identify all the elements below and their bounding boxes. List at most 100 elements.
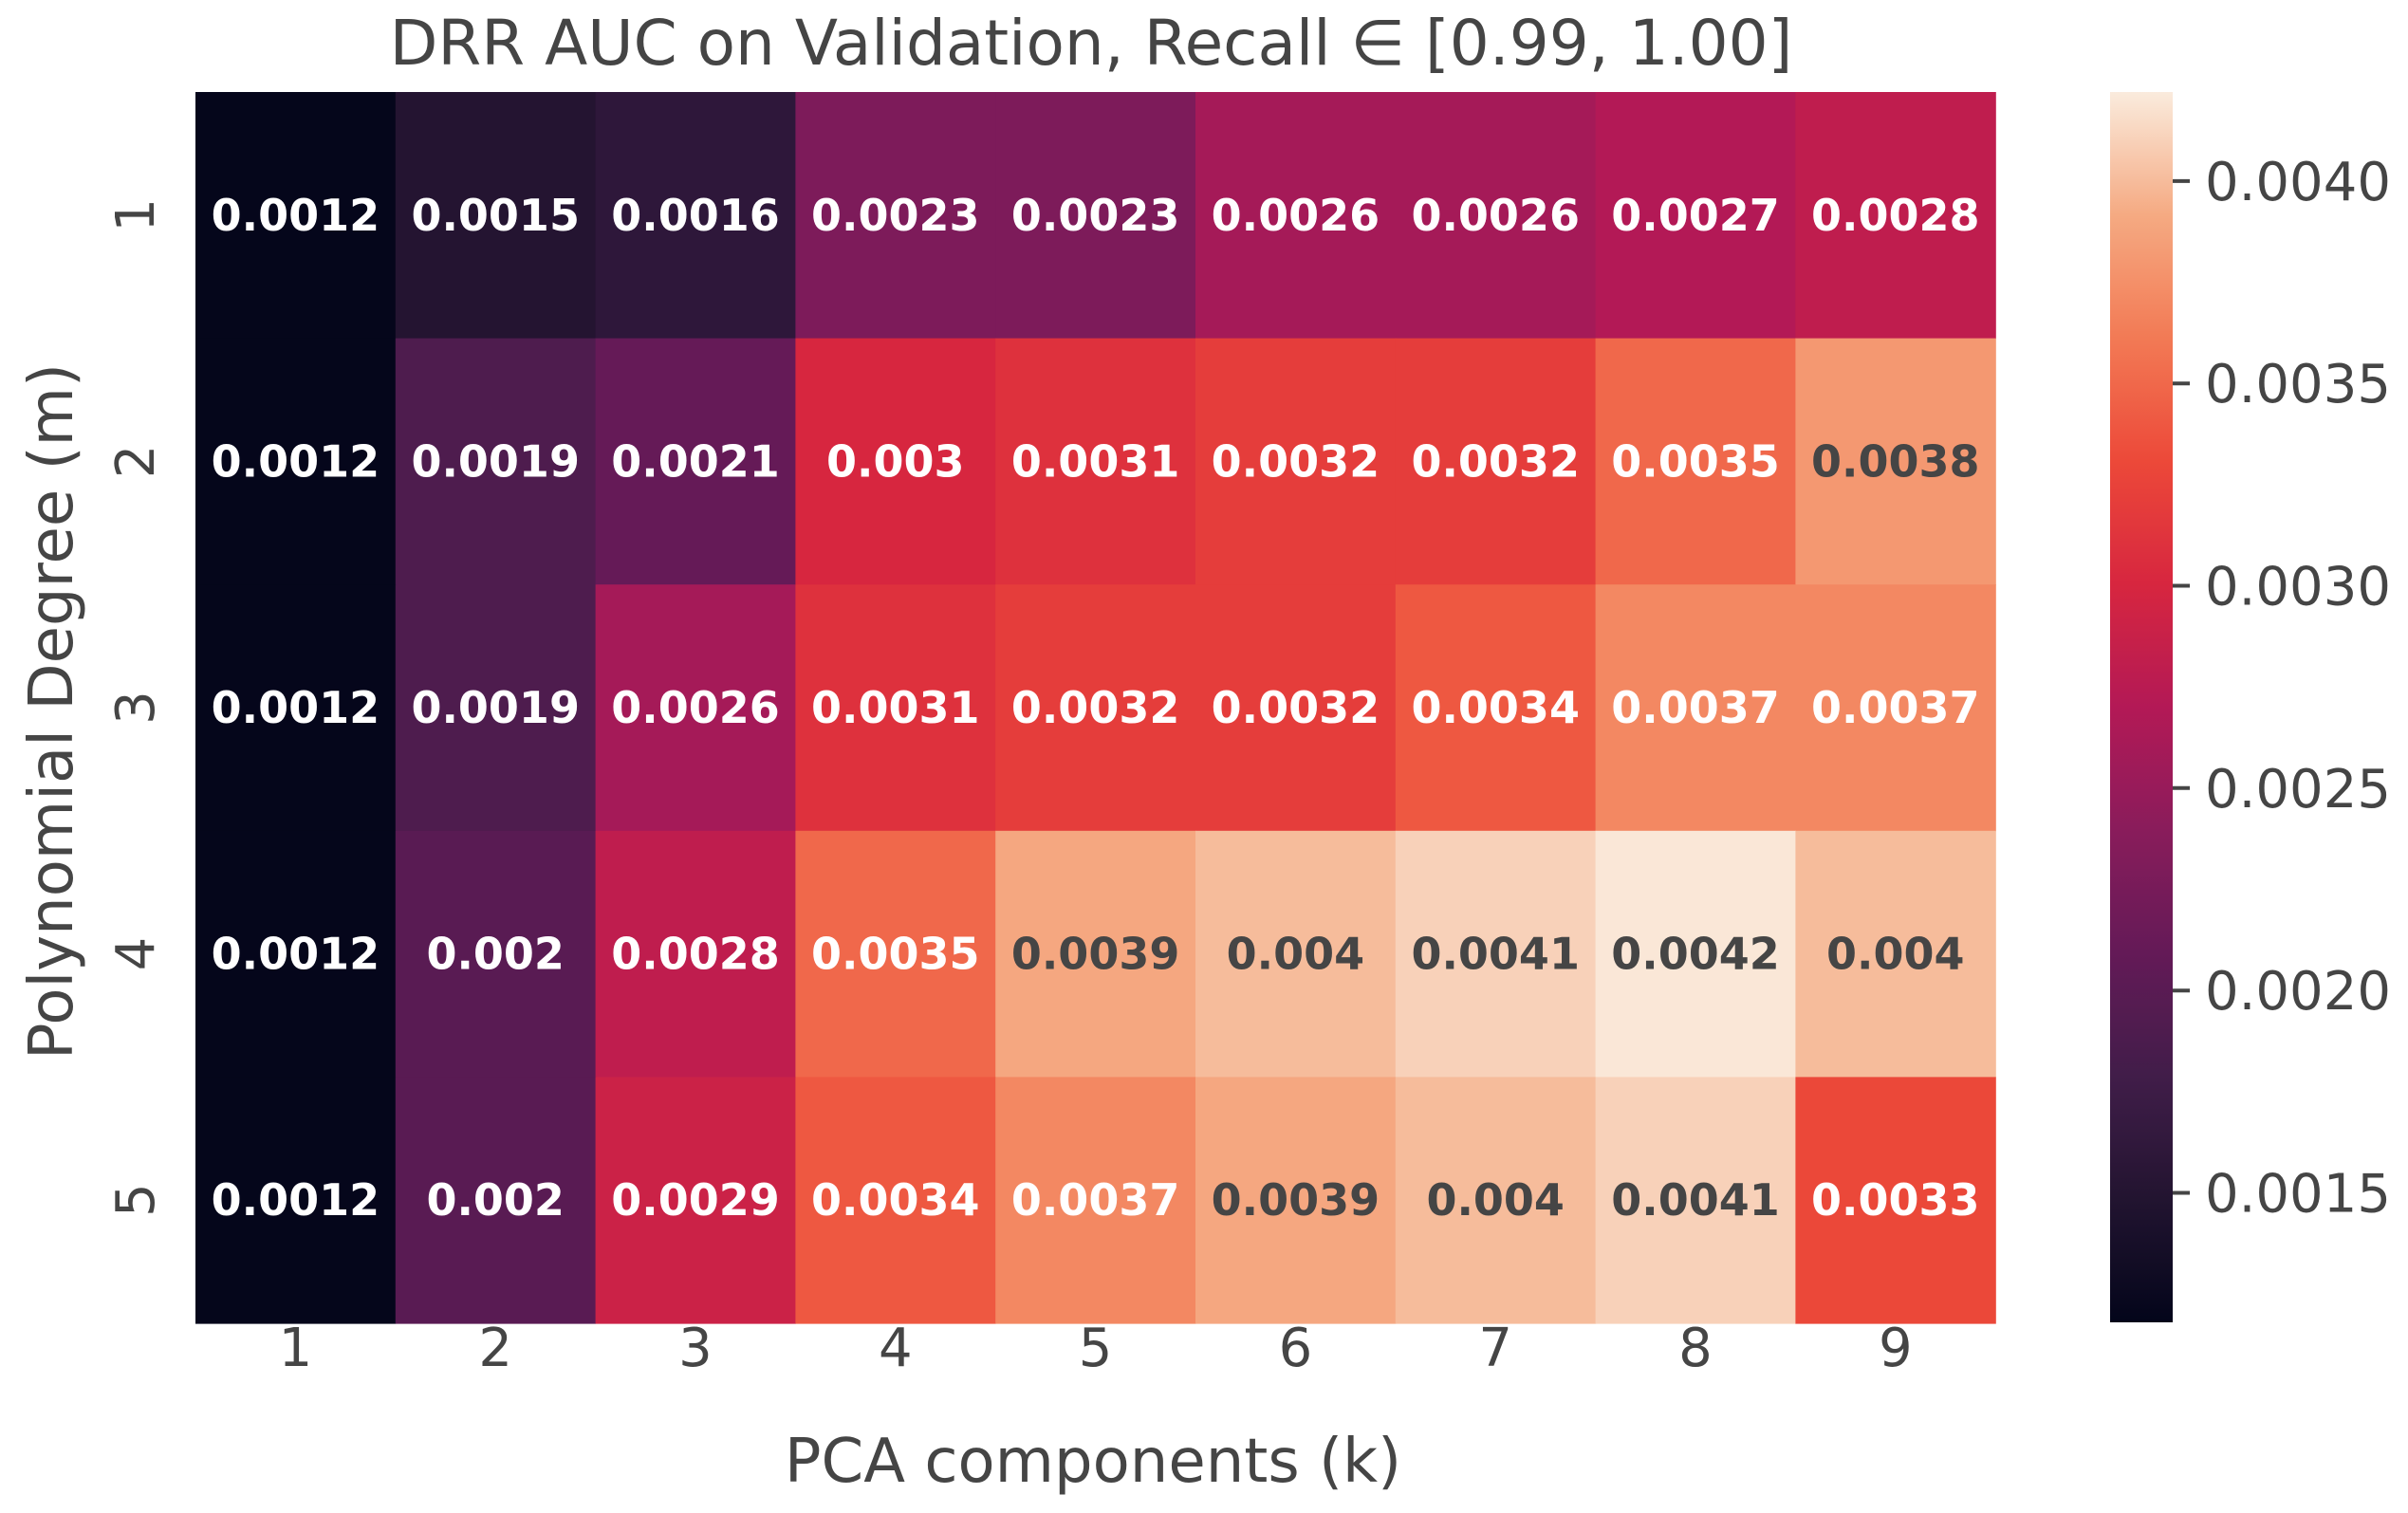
cell-value-label: 0.0037 — [1011, 1174, 1180, 1226]
heatmap-cell — [1595, 1077, 1796, 1324]
cell-value-label: 0.0012 — [212, 190, 380, 241]
cell-value-label: 0.0032 — [1411, 435, 1580, 487]
heatmap-cell — [595, 830, 796, 1078]
cell-value-label: 0.0032 — [1212, 682, 1380, 733]
heatmap-cells: 0.0012 0.0015 0.0016 0.0023 0.0023 0.0026 0.00… — [195, 92, 1996, 1324]
heatmap-cell — [1795, 830, 1996, 1078]
heatmap-cell — [195, 1077, 397, 1324]
cell-value-label: 0.0028 — [1811, 190, 1980, 241]
heatmap-cell — [595, 1077, 796, 1324]
heatmap-cell — [595, 338, 796, 585]
cell-value-label: 0.0012 — [212, 1174, 380, 1226]
cell-value-label: 0.0029 — [611, 1174, 780, 1226]
y-tick-label: 5 — [105, 1183, 167, 1217]
x-tick-label: 7 — [1478, 1318, 1512, 1379]
heatmap-cell — [1195, 584, 1397, 832]
heatmap-cell — [795, 92, 996, 340]
y-tick-label: 1 — [105, 198, 167, 232]
heatmap-cell — [795, 584, 996, 832]
cell-value-label: 0.0031 — [1011, 435, 1180, 487]
cell-value-label: 0.0039 — [1011, 929, 1180, 980]
cell-value-label: 0.0035 — [811, 929, 980, 980]
cell-value-label: 0.0034 — [1411, 682, 1580, 733]
cell-value-label: 0.0026 — [1411, 190, 1580, 241]
heatmap-cell — [595, 92, 796, 340]
heatmap-cell — [195, 830, 397, 1078]
y-tick-label: 3 — [105, 691, 167, 725]
cell-value-label: 0.0042 — [1611, 929, 1780, 980]
heatmap-cell — [195, 584, 397, 832]
heatmap-cell — [395, 830, 597, 1078]
cell-value-label: 0.0021 — [611, 435, 780, 487]
heatmap-cell — [1395, 584, 1597, 832]
colorbar-tick-label: 0.0025 — [2205, 759, 2391, 821]
heatmap-cell — [1395, 1077, 1597, 1324]
y-axis-label: Polynomial Degree (m) — [17, 363, 87, 1060]
x-tick-label: 6 — [1279, 1318, 1313, 1379]
heatmap-cell — [1395, 92, 1597, 340]
heatmap-cell — [995, 92, 1196, 340]
x-tick-label: 4 — [879, 1318, 913, 1379]
cell-value-label: 0.0027 — [1611, 190, 1780, 241]
heatmap-cell — [795, 1077, 996, 1324]
colorbar-tick-label: 0.0030 — [2205, 557, 2391, 618]
cell-value-label: 0.002 — [426, 1174, 565, 1226]
cell-value-label: 0.0033 — [1811, 1174, 1980, 1226]
cell-value-label: 0.0039 — [1212, 1174, 1380, 1226]
cell-value-label: 0.003 — [826, 435, 965, 487]
heatmap-cell — [1795, 92, 1996, 340]
cell-value-label: 0.0026 — [1212, 190, 1380, 241]
cell-value-label: 0.0031 — [811, 682, 980, 733]
heatmap-cell — [1395, 830, 1597, 1078]
cell-value-label: 0.0028 — [611, 929, 780, 980]
heatmap-cell — [1195, 1077, 1397, 1324]
cell-value-label: 0.0038 — [1811, 435, 1980, 487]
heatmap-cell — [995, 1077, 1196, 1324]
colorbar-ticks: 0.0015 0.0020 0.0025 0.0030 0.0035 0.0040 — [2173, 152, 2391, 1226]
cell-value-label: 0.0032 — [1011, 682, 1180, 733]
heatmap-cell — [1195, 92, 1397, 340]
cell-value-label: 0.0037 — [1811, 682, 1980, 733]
cell-value-label: 0.0019 — [411, 682, 580, 733]
cell-value-label: 0.0019 — [411, 435, 580, 487]
colorbar-tick-label: 0.0035 — [2205, 354, 2391, 415]
cell-value-label: 0.0035 — [1611, 435, 1780, 487]
cell-value-label: 0.0012 — [212, 435, 380, 487]
heatmap-cell — [795, 338, 996, 585]
colorbar-tick-label: 0.0015 — [2205, 1164, 2391, 1226]
cell-value-label: 0.004 — [1227, 929, 1365, 980]
x-tick-labels: 1 2 3 4 5 6 7 8 9 — [279, 1318, 1913, 1379]
x-tick-label: 8 — [1678, 1318, 1713, 1379]
cell-value-label: 0.004 — [1426, 1174, 1565, 1226]
cell-value-label: 0.004 — [1826, 929, 1965, 980]
heatmap-cell — [595, 584, 796, 832]
x-tick-label: 9 — [1879, 1318, 1913, 1379]
heatmap-cell — [1795, 1077, 1996, 1324]
heatmap-cell — [395, 92, 597, 340]
chart-title: DRR AUC on Validation, Recall ∈ [0.99, 1… — [390, 7, 1793, 80]
cell-value-label: 0.0037 — [1611, 682, 1780, 733]
cell-value-label: 0.0034 — [811, 1174, 980, 1226]
heatmap-cell — [795, 830, 996, 1078]
cell-value-label: 0.0012 — [212, 929, 380, 980]
cell-value-label: 0.0041 — [1411, 929, 1580, 980]
heatmap-cell — [1795, 584, 1996, 832]
heatmap-cell — [395, 584, 597, 832]
heatmap-cell — [1395, 338, 1597, 585]
cell-value-label: 0.0023 — [811, 190, 980, 241]
y-tick-label: 2 — [105, 445, 167, 479]
heatmap-cell — [1595, 338, 1796, 585]
heatmap-cell — [1595, 584, 1796, 832]
x-tick-label: 1 — [279, 1318, 313, 1379]
heatmap-cell — [1595, 830, 1796, 1078]
heatmap-cell — [1195, 338, 1397, 585]
cell-value-label: 0.0023 — [1011, 190, 1180, 241]
x-axis-label: PCA components (k) — [785, 1427, 1401, 1497]
x-tick-label: 3 — [678, 1318, 713, 1379]
x-tick-label: 2 — [478, 1318, 512, 1379]
cell-value-label: 0.0032 — [1212, 435, 1380, 487]
heatmap-cell — [1195, 830, 1397, 1078]
heatmap-cell — [1795, 338, 1996, 585]
cell-value-label: 0.0026 — [611, 682, 780, 733]
